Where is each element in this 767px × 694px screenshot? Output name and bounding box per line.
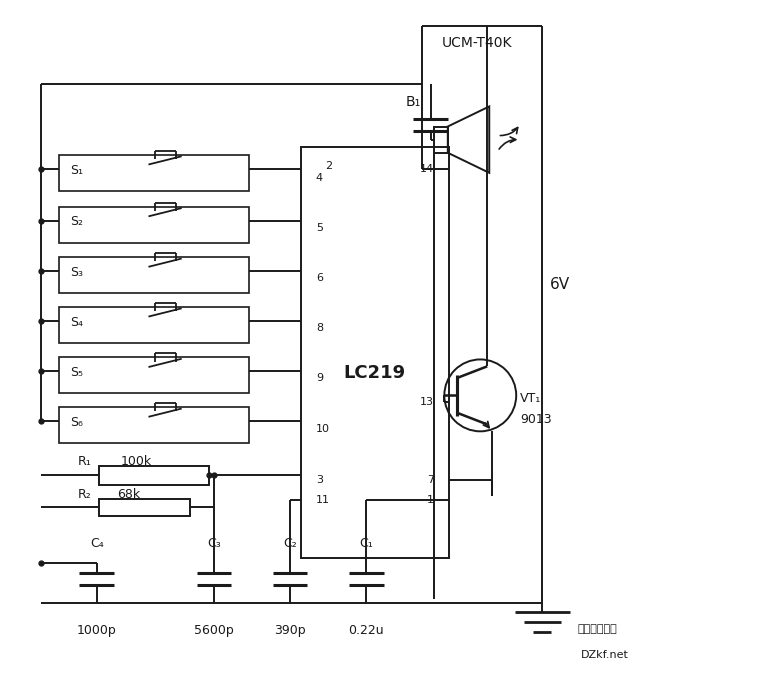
Text: 6: 6 [316,273,323,283]
Text: 0.22u: 0.22u [348,624,384,637]
Text: C₁: C₁ [360,536,373,550]
Text: C₄: C₄ [90,536,104,550]
Text: 1: 1 [427,496,434,505]
Text: S₁: S₁ [70,164,83,176]
Text: 5: 5 [316,223,323,233]
Text: 8: 8 [316,323,323,332]
Bar [58,207,249,243]
Text: B₁: B₁ [406,94,421,109]
Bar [58,257,249,293]
Text: 7: 7 [426,475,434,485]
Text: S₃: S₃ [70,266,83,279]
Text: S₂: S₂ [70,215,83,228]
Text: 9013: 9013 [520,413,552,426]
Text: S₆: S₆ [70,416,83,429]
Text: 3: 3 [316,475,323,485]
Text: S₅: S₅ [70,366,83,379]
Text: 6V: 6V [550,278,570,292]
Text: 4: 4 [316,173,323,183]
Bar [301,146,449,558]
Bar [99,499,190,516]
Bar [99,466,209,485]
Text: 11: 11 [316,496,330,505]
Text: 9: 9 [316,373,323,383]
Text: 14: 14 [420,164,434,174]
Text: 电子开发社区: 电子开发社区 [578,624,617,634]
Text: C₂: C₂ [283,536,297,550]
Bar [58,407,249,443]
Text: R₂: R₂ [78,489,92,502]
Text: 68k: 68k [117,489,140,502]
Text: 100k: 100k [121,455,152,468]
Text: 1000p: 1000p [77,624,117,637]
Text: UCM-T40K: UCM-T40K [442,36,512,50]
Text: 390p: 390p [275,624,306,637]
Bar [58,307,249,343]
Text: LC219: LC219 [344,364,406,382]
Text: R₁: R₁ [78,455,92,468]
Text: 10: 10 [316,423,330,434]
Text: DZkf.net: DZkf.net [581,650,629,659]
Bar [58,357,249,393]
Bar [58,155,249,191]
Bar [434,126,448,153]
Text: C₃: C₃ [207,536,221,550]
Text: 13: 13 [420,397,434,407]
Text: 5600p: 5600p [194,624,234,637]
Text: 2: 2 [324,161,332,171]
Text: VT₁: VT₁ [520,392,542,405]
Text: S₄: S₄ [70,316,83,329]
